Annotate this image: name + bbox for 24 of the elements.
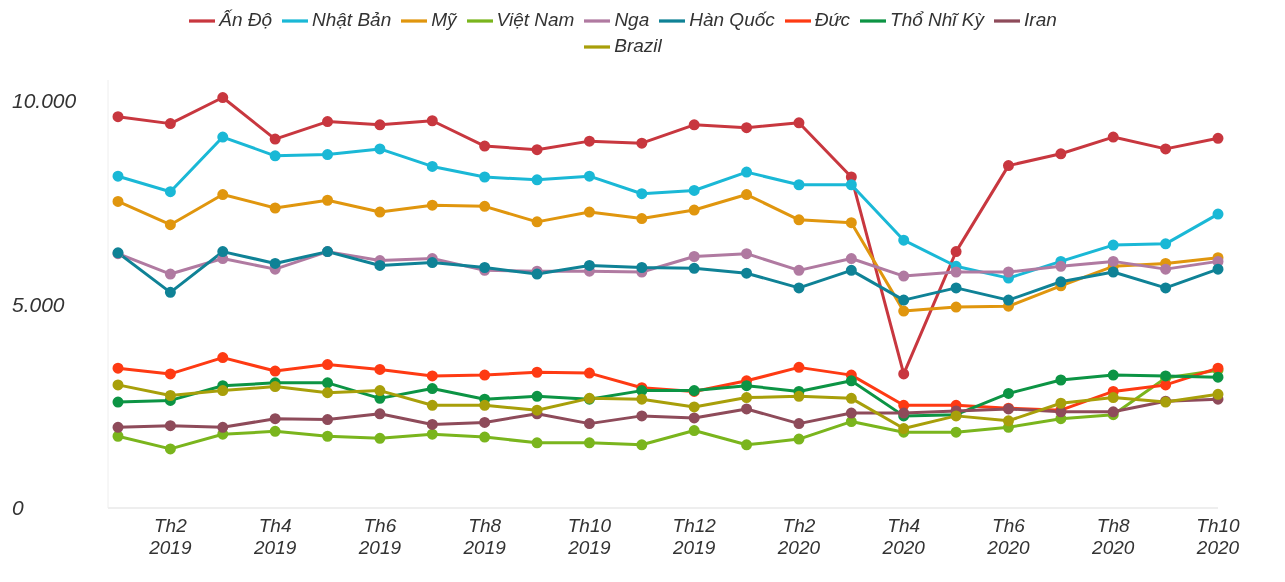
- y-tick-label: 0: [12, 496, 24, 520]
- x-tick-label: Th12 2019: [672, 515, 717, 558]
- legend-label: Brazil: [614, 35, 662, 57]
- x-tick-label: Th4 2020: [881, 515, 926, 558]
- x-tick-label: Th6 2020: [986, 515, 1031, 558]
- legend-label: Thổ Nhĩ Kỳ: [890, 9, 985, 31]
- legend-label: Nhật Bản: [312, 9, 392, 31]
- legend-label: Mỹ: [431, 9, 457, 31]
- y-tick-label: 10.000: [12, 88, 77, 112]
- x-tick-label: Th10 2020: [1195, 515, 1241, 558]
- x-tick-label: Th2 2020: [776, 515, 821, 558]
- legend-label: Iran: [1024, 9, 1057, 31]
- y-tick-label: 5.000: [12, 292, 65, 316]
- legend-label: Ấn Độ: [219, 9, 273, 31]
- x-tick-label: Th6 2019: [357, 515, 402, 558]
- x-tick-label: Th10 2019: [567, 515, 612, 558]
- legend-label: Hàn Quốc: [689, 9, 775, 31]
- x-tick-label: Th8 2020: [1091, 515, 1135, 558]
- legend-label: Việt Nam: [496, 9, 575, 31]
- legend-label: Đức: [814, 9, 851, 31]
- legend-label: Nga: [614, 9, 650, 31]
- x-tick-label: Th8 2019: [462, 515, 507, 558]
- x-tick-label: Th2 2019: [148, 515, 192, 558]
- x-tick-label: Th4 2019: [253, 515, 297, 558]
